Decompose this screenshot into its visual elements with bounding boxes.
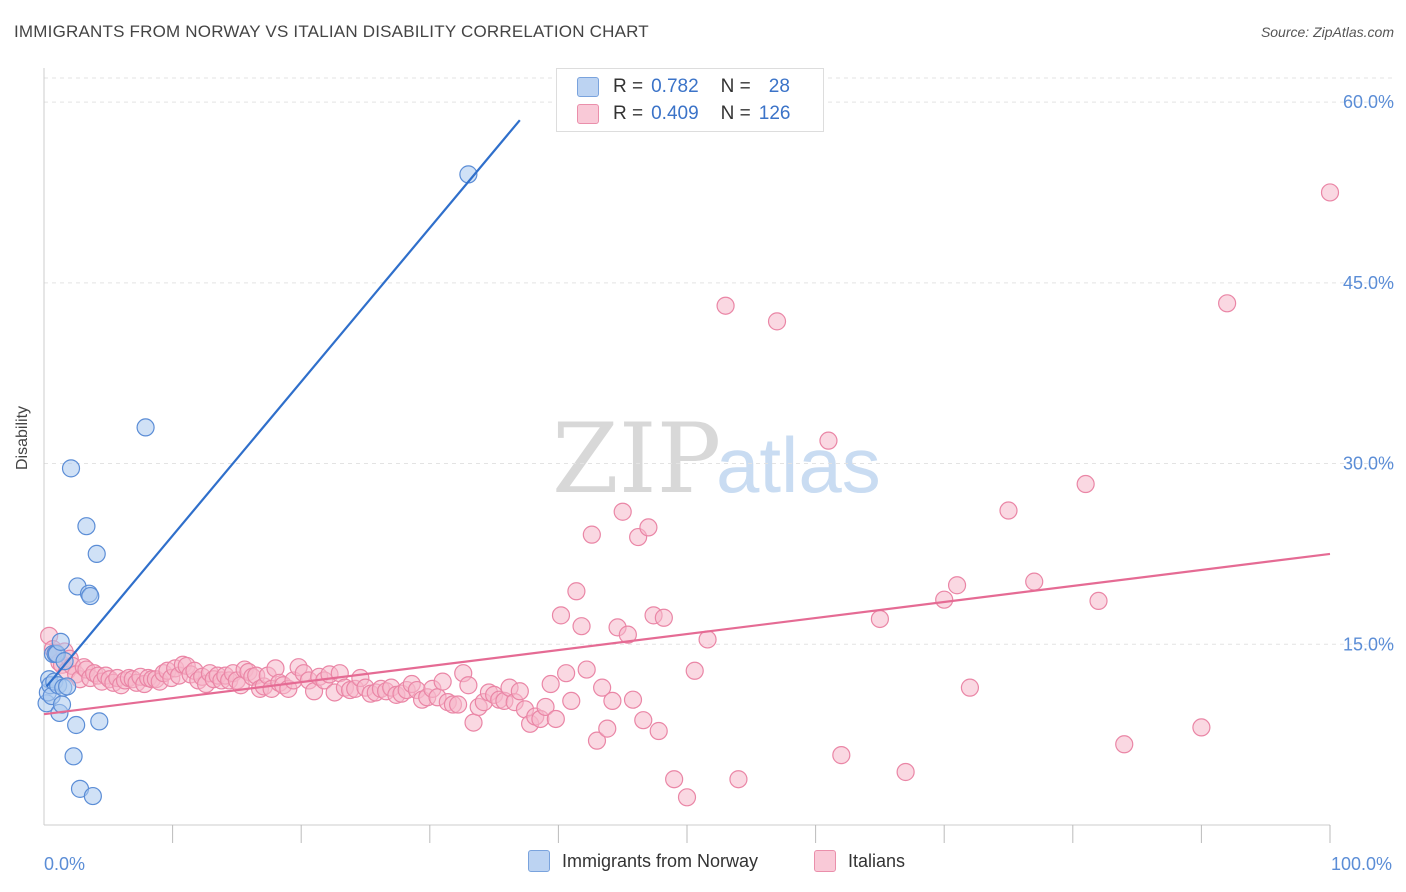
series-legend-norway[interactable]: Immigrants from Norway	[528, 850, 758, 872]
point-norway	[90, 712, 109, 731]
series-legend-italians[interactable]: Italians	[814, 850, 905, 872]
legend-swatch-italians	[577, 104, 599, 124]
point-italians	[649, 721, 668, 741]
legend-n-value: 126	[758, 103, 791, 124]
point-italians	[587, 731, 607, 750]
point-italians	[433, 672, 452, 691]
point-italians	[577, 660, 596, 679]
point-italians	[593, 678, 612, 697]
x-tick-label-min: 0.0%	[44, 854, 85, 874]
series-swatch-norway	[528, 850, 550, 872]
chart-title: IMMIGRANTS FROM NORWAY VS ITALIAN DISABI…	[14, 22, 649, 41]
legend-r-value: 0.782	[651, 76, 699, 97]
point-norway	[136, 418, 155, 437]
point-norway	[61, 459, 81, 478]
point-italians	[634, 711, 653, 730]
watermark-atlas: atlas	[716, 421, 881, 509]
series-name-norway: Immigrants from Norway	[562, 850, 759, 871]
point-norway	[81, 586, 100, 606]
point-italians	[464, 713, 483, 732]
point-italians	[546, 709, 565, 729]
point-norway	[77, 517, 96, 536]
point-italians	[1025, 572, 1044, 591]
point-italians	[1115, 735, 1134, 754]
point-norway	[51, 632, 70, 651]
trendline-norway	[45, 119, 521, 688]
x-tick-label-max: 100.0%	[1331, 854, 1392, 874]
point-italians	[960, 678, 980, 697]
legend-row-norway: R = 0.782 N = 28	[577, 75, 790, 99]
point-italians	[716, 296, 735, 315]
series-legend: Immigrants from Norway Italians	[0, 850, 1406, 878]
point-italians	[557, 664, 576, 683]
point-italians	[947, 576, 967, 595]
trend-lines	[43, 119, 1331, 716]
point-italians	[729, 770, 748, 789]
trendline-italians	[43, 552, 1331, 716]
point-italians	[665, 770, 684, 789]
point-italians	[459, 676, 478, 695]
series-name-italians: Italians	[848, 850, 906, 871]
point-italians	[1192, 718, 1211, 737]
point-italians	[510, 682, 529, 701]
point-italians	[767, 312, 787, 331]
point-italians	[819, 431, 838, 450]
source-credit: Source: ZipAtlas.com	[1260, 24, 1394, 40]
point-italians	[935, 590, 954, 609]
y-tick-label: 60.0%	[1343, 92, 1394, 112]
point-italians	[551, 606, 571, 625]
legend-swatch-norway	[577, 77, 599, 97]
point-italians	[1218, 294, 1237, 313]
correlation-legend: R = 0.782 N = 28 R = 0.409 N = 126	[556, 68, 824, 132]
point-italians	[677, 788, 697, 807]
legend-r-label: R =	[613, 76, 644, 97]
point-norway	[64, 747, 83, 766]
point-italians	[654, 608, 673, 627]
point-italians	[1320, 183, 1340, 202]
point-italians	[639, 518, 658, 537]
point-norway	[83, 786, 102, 806]
point-italians	[536, 697, 555, 717]
point-italians	[572, 617, 591, 636]
point-italians	[541, 674, 560, 694]
point-italians	[698, 630, 717, 649]
point-italians	[567, 582, 586, 601]
point-italians	[999, 501, 1018, 520]
watermark-zip: ZIP	[552, 403, 721, 515]
series-swatch-italians	[814, 850, 836, 872]
legend-n-value: 28	[768, 76, 790, 97]
axes	[43, 68, 1331, 843]
data-points	[37, 165, 1340, 807]
legend-r-label: R =	[613, 103, 644, 124]
y-tick-label: 15.0%	[1343, 634, 1394, 654]
point-italians	[598, 719, 617, 738]
legend-n-label: N =	[720, 103, 751, 124]
point-italians	[562, 691, 581, 711]
point-italians	[1089, 591, 1108, 611]
y-tick-label: 45.0%	[1343, 273, 1394, 293]
point-italians	[685, 661, 704, 680]
y-tick-label: 30.0%	[1343, 454, 1394, 474]
point-italians	[613, 502, 632, 521]
point-italians	[618, 625, 637, 644]
legend-row-italians: R = 0.409 N = 126	[577, 102, 790, 126]
point-italians	[870, 609, 890, 629]
legend-n-label: N =	[720, 76, 751, 97]
point-norway	[67, 715, 86, 735]
point-italians	[582, 525, 601, 544]
point-norway	[87, 544, 106, 564]
point-norway	[55, 652, 74, 671]
grid-lines	[44, 77, 1394, 645]
legend-r-value: 0.409	[651, 103, 699, 124]
point-italians	[896, 762, 915, 782]
point-italians	[448, 695, 468, 714]
point-italians	[623, 690, 643, 709]
point-italians	[1076, 474, 1095, 494]
tick-labels: 15.0% 30.0% 45.0% 60.0% 0.0% 100.0%	[44, 92, 1394, 874]
point-italians	[603, 691, 622, 711]
point-italians	[832, 746, 851, 765]
point-norway	[58, 677, 77, 696]
